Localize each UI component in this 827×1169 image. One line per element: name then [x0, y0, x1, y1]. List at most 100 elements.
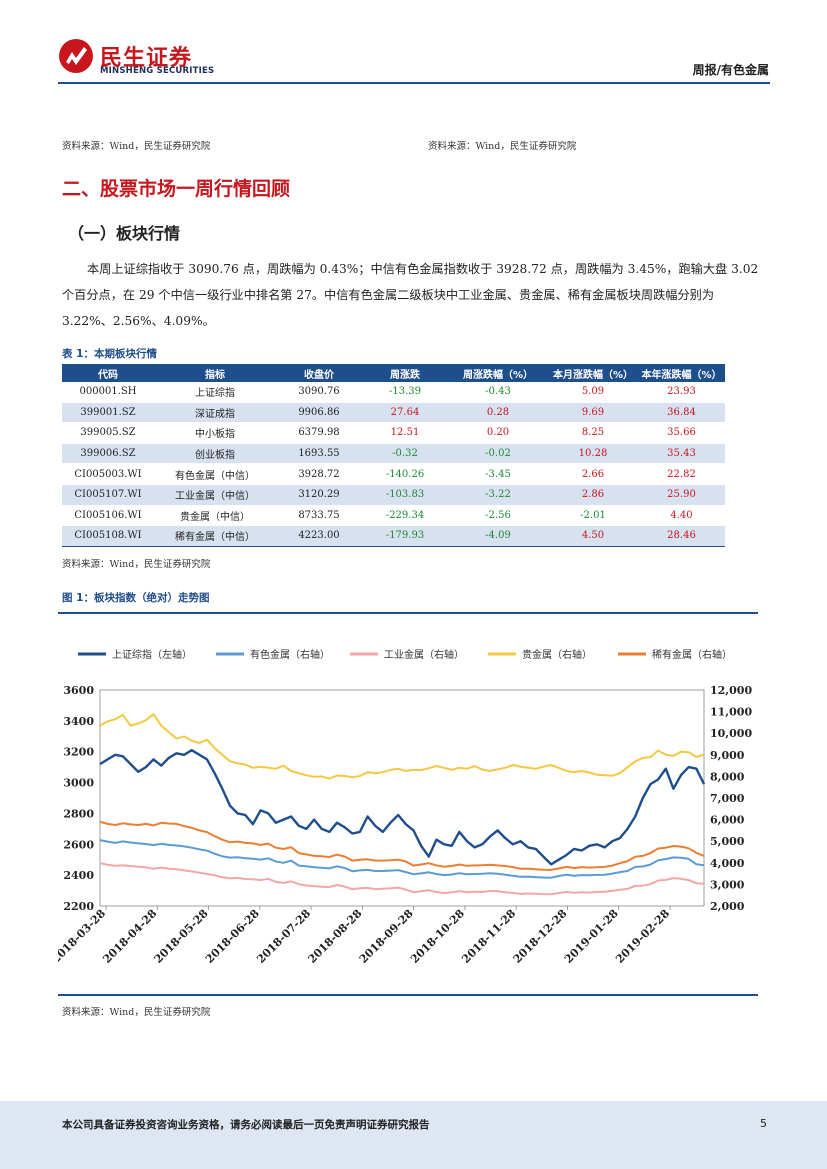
- page-footer: [0, 1101, 827, 1169]
- table-cell: 3090.76: [276, 382, 362, 403]
- left-axis-tick-label: 3600: [63, 684, 94, 697]
- table-cell: 27.64: [362, 402, 448, 424]
- table-cell: 4223.00: [276, 525, 362, 547]
- table-cell: CI005003.WI: [62, 463, 154, 485]
- summary-paragraph: 本周上证综指收于 3090.76 点，周跌幅为 0.43%；中信有色金属指数收于…: [62, 256, 768, 334]
- table-caption: 表 1：本期板块行情: [62, 348, 157, 360]
- table-cell: -0.02: [448, 443, 548, 465]
- left-axis-tick-label: 2600: [63, 838, 94, 851]
- table-cell: 36.84: [638, 402, 725, 424]
- table-cell: 22.82: [638, 463, 725, 485]
- col-header-weekly-change: 周涨跌: [362, 364, 448, 382]
- table-cell: 0.28: [448, 402, 548, 424]
- legend-label: 贵金属（右轴）: [522, 648, 592, 661]
- sector-performance-table: 代码 指标 收盘价 周涨跌 周涨跌幅（%） 本月涨跌幅（%） 本年涨跌幅（%） …: [62, 364, 725, 547]
- table-source: 资料来源：Wind，民生证券研究院: [62, 559, 211, 570]
- table-cell: 创业板指: [154, 443, 276, 465]
- table-cell: -4.09: [448, 525, 548, 547]
- sector-index-line-chart: 上证综指（左轴） 有色金属（右轴） 工业金属（右轴） 贵金属（右轴） 稀有金属（右轴） …: [58, 648, 752, 966]
- company-logo-icon: [59, 39, 93, 73]
- table-cell: -0.43: [448, 382, 548, 403]
- right-axis-tick-label: 3,000: [710, 878, 745, 891]
- table-cell: 2.86: [548, 484, 638, 506]
- table-cell: 8.25: [548, 422, 638, 444]
- right-axis-tick-label: 11,000: [710, 706, 752, 719]
- right-axis-tick-label: 4,000: [710, 857, 745, 870]
- table-cell: 3120.29: [276, 484, 362, 506]
- series-line: [99, 713, 705, 780]
- table-cell: -3.45: [448, 463, 548, 485]
- series-line: [99, 862, 705, 896]
- table-cell: 4.50: [548, 525, 638, 547]
- table-cell: 有色金属（中信）: [154, 463, 276, 485]
- col-header-ytd-pct: 本年涨跌幅（%）: [638, 364, 725, 382]
- right-axis-tick-label: 8,000: [710, 770, 745, 783]
- table-cell: 2.66: [548, 463, 638, 485]
- right-axis-tick-label: 7,000: [710, 792, 745, 805]
- table-cell: -140.26: [362, 463, 448, 485]
- table-row: 399005.SZ 中小板指 6379.98 12.51 0.20 8.25 35.66: [62, 422, 725, 444]
- figure-bottom-rule: [58, 994, 758, 996]
- table-cell: 12.51: [362, 422, 448, 444]
- table-cell: -13.39: [362, 382, 448, 403]
- table-cell: CI005107.WI: [62, 484, 154, 506]
- left-axis-tick-label: 3000: [63, 777, 94, 790]
- x-axis-tick-label: 2019-02-28: [613, 907, 672, 966]
- left-axis-tick-label: 2200: [63, 900, 94, 913]
- series-line: [99, 748, 706, 866]
- right-axis-tick-label: 9,000: [710, 749, 745, 762]
- summary-text: 本周上证综指收于 3090.76 点，周跌幅为 0.43%；中信有色金属指数收于…: [62, 262, 759, 328]
- table-row: 399006.SZ 创业板指 1693.55 -0.32 -0.02 10.28 35.43: [62, 443, 725, 465]
- table-row: 399001.SZ 深证成指 9906.86 27.64 0.28 9.69 36.84: [62, 402, 725, 424]
- right-axis-tick-label: 10,000: [710, 727, 752, 740]
- col-header-index: 指标: [154, 364, 276, 382]
- table-cell: 上证综指: [154, 382, 276, 403]
- table-cell: 贵金属（中信）: [154, 505, 276, 527]
- table-cell: 0.20: [448, 422, 548, 444]
- table-cell: 25.90: [638, 484, 725, 506]
- left-axis-tick-label: 2800: [63, 807, 94, 820]
- table-cell: -3.22: [448, 484, 548, 506]
- table-cell: 399006.SZ: [62, 443, 154, 465]
- left-axis-tick-label: 2400: [63, 869, 94, 882]
- table-cell: -103.83: [362, 484, 448, 506]
- legend-label: 工业金属（右轴）: [384, 648, 464, 661]
- legend-label: 上证综指（左轴）: [112, 648, 192, 661]
- table-cell: 4.40: [638, 505, 725, 527]
- table-cell: 10.28: [548, 443, 638, 465]
- right-axis-tick-label: 2,000: [710, 900, 745, 913]
- table-cell: 深证成指: [154, 402, 276, 424]
- chart-legend: 上证综指（左轴） 有色金属（右轴） 工业金属（右轴） 贵金属（右轴） 稀有金属（右轴）: [78, 648, 732, 661]
- col-header-code: 代码: [62, 364, 154, 382]
- table-cell: 1693.55: [276, 443, 362, 465]
- right-axis-tick-label: 6,000: [710, 814, 745, 827]
- table-cell: 中小板指: [154, 422, 276, 444]
- table-cell: 399005.SZ: [62, 422, 154, 444]
- header-divider: [58, 82, 770, 84]
- company-logo-english: MINSHENG SECURITIES: [100, 66, 215, 76]
- col-header-monthly-pct: 本月涨跌幅（%）: [548, 364, 638, 382]
- table-cell: 35.43: [638, 443, 725, 465]
- table-cell: -2.56: [448, 505, 548, 527]
- table-cell: CI005108.WI: [62, 525, 154, 547]
- table-cell: 399001.SZ: [62, 402, 154, 424]
- page-number: 5: [760, 1117, 767, 1130]
- table-row: CI005003.WI 有色金属（中信） 3928.72 -140.26 -3.45 2.…: [62, 463, 725, 485]
- series-line: [99, 820, 705, 871]
- section-subtitle: （一）板块行情: [68, 224, 181, 243]
- table-row: CI005106.WI 贵金属（中信） 8733.75 -229.34 -2.56 -2.…: [62, 505, 725, 527]
- table-cell: 23.93: [638, 382, 725, 403]
- plot-frame: [99, 689, 705, 907]
- table-cell: 35.66: [638, 422, 725, 444]
- report-type-label: 周报/有色金属: [692, 63, 769, 77]
- table-cell: 9906.86: [276, 402, 362, 424]
- table-cell: 稀有金属（中信）: [154, 525, 276, 547]
- table-cell: -179.93: [362, 525, 448, 547]
- top-source-left: 资料来源：Wind，民生证券研究院: [62, 141, 211, 152]
- right-axis-tick-label: 5,000: [710, 835, 745, 848]
- table-cell: -0.32: [362, 443, 448, 465]
- table-cell: 000001.SH: [62, 382, 154, 403]
- col-header-weekly-pct: 周涨跌幅（%）: [448, 364, 548, 382]
- section-title: 二、股票市场一周行情回顾: [62, 178, 291, 200]
- figure-source: 资料来源：Wind，民生证券研究院: [62, 1007, 211, 1018]
